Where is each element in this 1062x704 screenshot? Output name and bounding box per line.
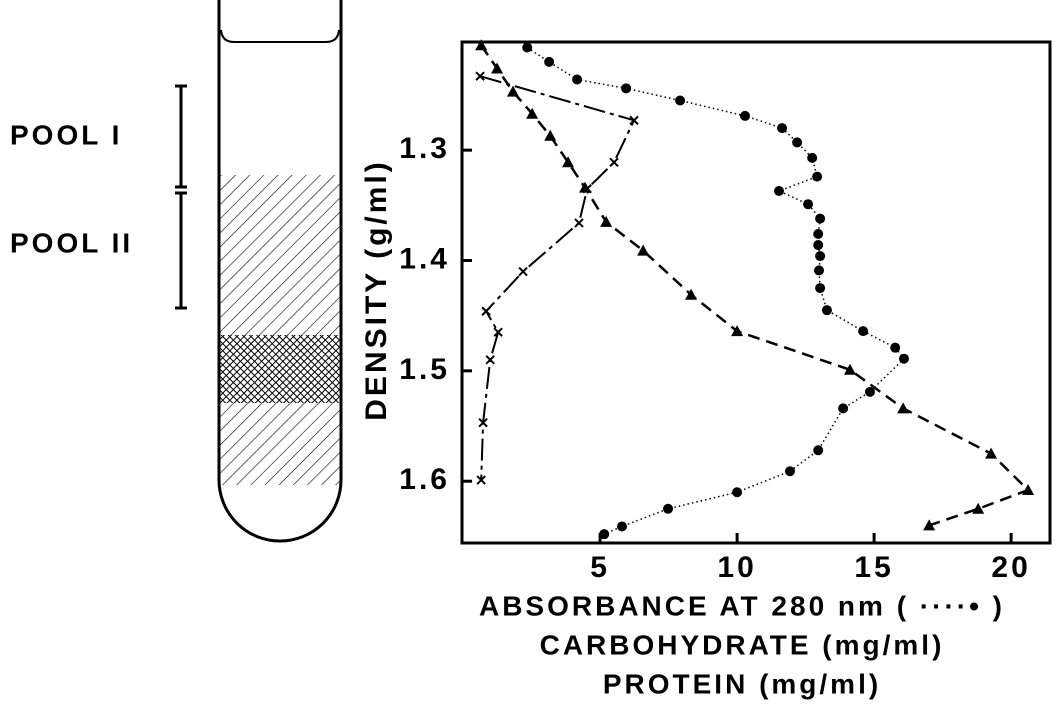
circle-marker — [864, 386, 875, 397]
triangle-marker — [1022, 484, 1035, 496]
circle-marker — [821, 305, 832, 316]
triangle-marker — [985, 447, 998, 459]
circle-marker — [599, 529, 610, 540]
y-axis-title: DENSITY (g/ml) — [360, 159, 393, 420]
circle-marker — [815, 213, 826, 224]
triangle-marker — [475, 39, 488, 51]
x-tick-label: 10 — [717, 551, 756, 584]
x-marker — [609, 157, 619, 167]
triangle-marker — [897, 402, 910, 414]
circle-marker — [617, 521, 628, 532]
triangle-marker — [562, 156, 575, 168]
y-tick-label: 1.3 — [399, 132, 450, 165]
circle-marker — [621, 83, 632, 94]
x-tick-label: 20 — [991, 551, 1030, 584]
x-axis-title: PROTEIN (mg/ml) — [603, 668, 881, 699]
meniscus — [220, 29, 340, 43]
triangle-marker — [600, 215, 613, 227]
triangle-marker — [526, 107, 539, 119]
circle-marker — [890, 342, 901, 353]
x-marker — [478, 418, 488, 428]
circle-marker — [572, 74, 583, 85]
x-marker — [493, 327, 503, 337]
circle-marker — [784, 466, 795, 477]
x-marker — [475, 71, 485, 81]
circle-marker — [740, 110, 751, 121]
pool-brackets — [175, 84, 187, 310]
circle-marker — [858, 326, 869, 337]
x-marker — [582, 184, 592, 194]
tube: POOL I POOL II — [10, 0, 343, 543]
circle-marker — [732, 487, 743, 498]
tube-outline — [217, 0, 343, 543]
triangle-marker — [544, 129, 557, 141]
x-tick-label: 15 — [854, 551, 893, 584]
triangle-marker — [843, 363, 856, 375]
pool-label: POOL II — [10, 227, 133, 258]
circle-marker — [522, 42, 533, 53]
triangle-marker — [491, 62, 504, 74]
circle-marker — [838, 403, 849, 414]
circle-marker — [898, 353, 909, 364]
x-axis-title: CARBOHYDRATE (mg/ml) — [540, 629, 945, 660]
y-tick-label: 1.4 — [399, 242, 450, 275]
circle-marker — [544, 56, 555, 67]
circle-marker — [814, 265, 825, 276]
triangle-marker — [637, 244, 650, 256]
triangle-marker — [923, 519, 936, 531]
triangle-marker — [506, 85, 519, 97]
circle-marker — [774, 185, 785, 196]
circle-marker — [807, 152, 818, 163]
series-line — [479, 75, 636, 481]
circle-marker — [792, 137, 803, 148]
x-marker — [476, 475, 486, 485]
circle-marker — [813, 229, 824, 240]
x-marker — [574, 218, 584, 228]
triangle-marker — [972, 502, 985, 514]
x-marker — [518, 266, 528, 277]
x-axis-title: ABSORBANCE AT 280 nm ( ····• ) — [479, 590, 1005, 621]
circle-marker — [815, 251, 826, 262]
circle-marker — [777, 123, 788, 134]
circle-marker — [663, 503, 674, 514]
dense-band — [219, 335, 341, 403]
x-marker — [485, 355, 495, 365]
series-line — [526, 46, 905, 535]
triangle-marker — [731, 325, 744, 337]
triangle-marker — [685, 288, 698, 300]
hatched-zone — [219, 175, 341, 485]
circle-marker — [812, 171, 823, 182]
circle-marker — [815, 283, 826, 294]
series-line — [480, 44, 1031, 527]
y-tick-label: 1.6 — [399, 463, 450, 496]
x-marker — [629, 115, 639, 126]
circle-marker — [813, 240, 824, 251]
plot-frame — [460, 40, 1052, 545]
x-marker — [481, 306, 491, 316]
circle-marker — [675, 95, 686, 106]
circle-marker — [803, 199, 814, 210]
x-tick-label: 5 — [590, 551, 610, 584]
pool-label: POOL I — [10, 119, 122, 150]
y-tick-label: 1.5 — [399, 353, 450, 386]
circle-marker — [813, 445, 824, 456]
